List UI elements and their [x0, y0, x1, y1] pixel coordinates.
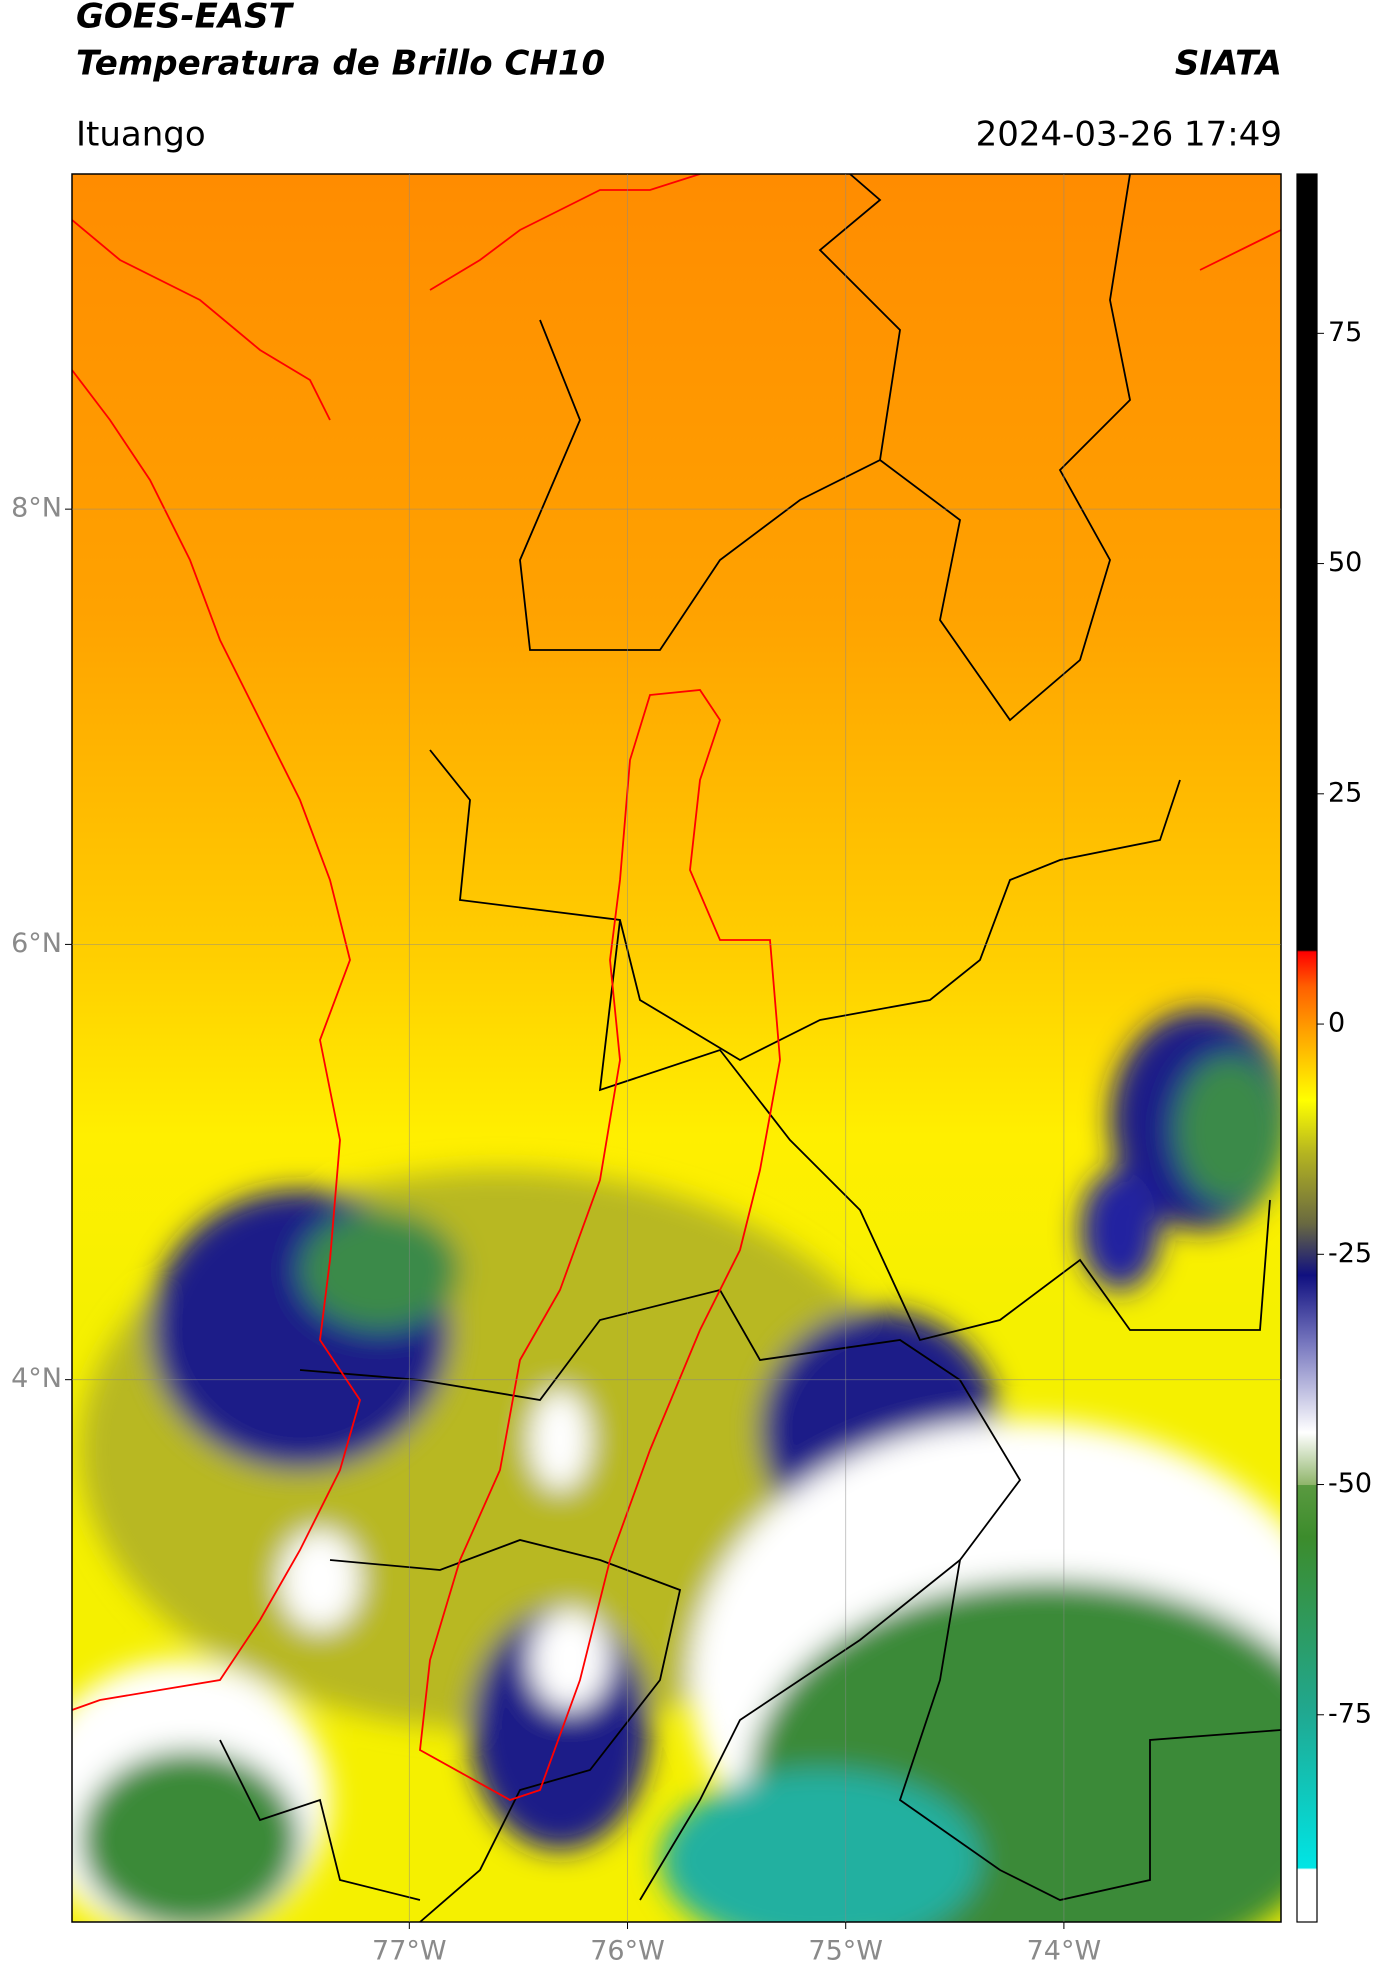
colorbar-tick-label: -50: [1328, 1468, 1372, 1499]
lon-tick-label: 74°W: [1027, 1936, 1102, 1967]
lat-tick-label: 4°N: [11, 1363, 62, 1394]
brand: SIATA: [1175, 44, 1282, 84]
colorbar: [1296, 173, 1318, 1923]
map-frame: [71, 173, 1282, 1923]
colorbar-tick-label: 50: [1328, 547, 1362, 578]
title: GOES-EAST: [76, 0, 295, 37]
colorbar-tick-label: 75: [1328, 317, 1362, 348]
location: Ituango: [76, 115, 206, 155]
lon-tick-label: 75°W: [808, 1936, 883, 1967]
subtitle: Temperatura de Brillo CH10: [76, 44, 605, 84]
colorbar-tick-label: 25: [1328, 777, 1362, 808]
lon-tick-label: 77°W: [372, 1936, 447, 1967]
lat-tick-label: 8°N: [11, 493, 62, 524]
lon-tick-label: 76°W: [590, 1936, 665, 1967]
colorbar-tick-label: -75: [1328, 1698, 1372, 1729]
colorbar-tick-label: 0: [1328, 1008, 1345, 1039]
lat-tick-label: 6°N: [11, 928, 62, 959]
timestamp: 2024-03-26 17:49: [976, 115, 1282, 155]
map-field: [72, 174, 1281, 1922]
colorbar-tick-label: -25: [1328, 1238, 1372, 1269]
